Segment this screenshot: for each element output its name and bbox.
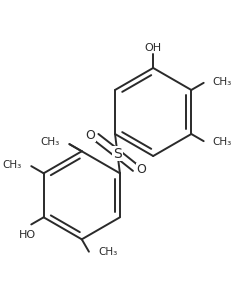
Text: O: O: [136, 163, 146, 176]
Text: S: S: [113, 146, 122, 161]
Text: CH₃: CH₃: [213, 77, 232, 87]
Text: O: O: [85, 129, 95, 142]
Text: CH₃: CH₃: [213, 137, 232, 147]
Text: CH₃: CH₃: [2, 161, 22, 171]
Text: CH₃: CH₃: [98, 247, 118, 257]
Text: HO: HO: [19, 230, 36, 240]
Text: OH: OH: [145, 43, 162, 53]
Text: CH₃: CH₃: [41, 137, 60, 147]
